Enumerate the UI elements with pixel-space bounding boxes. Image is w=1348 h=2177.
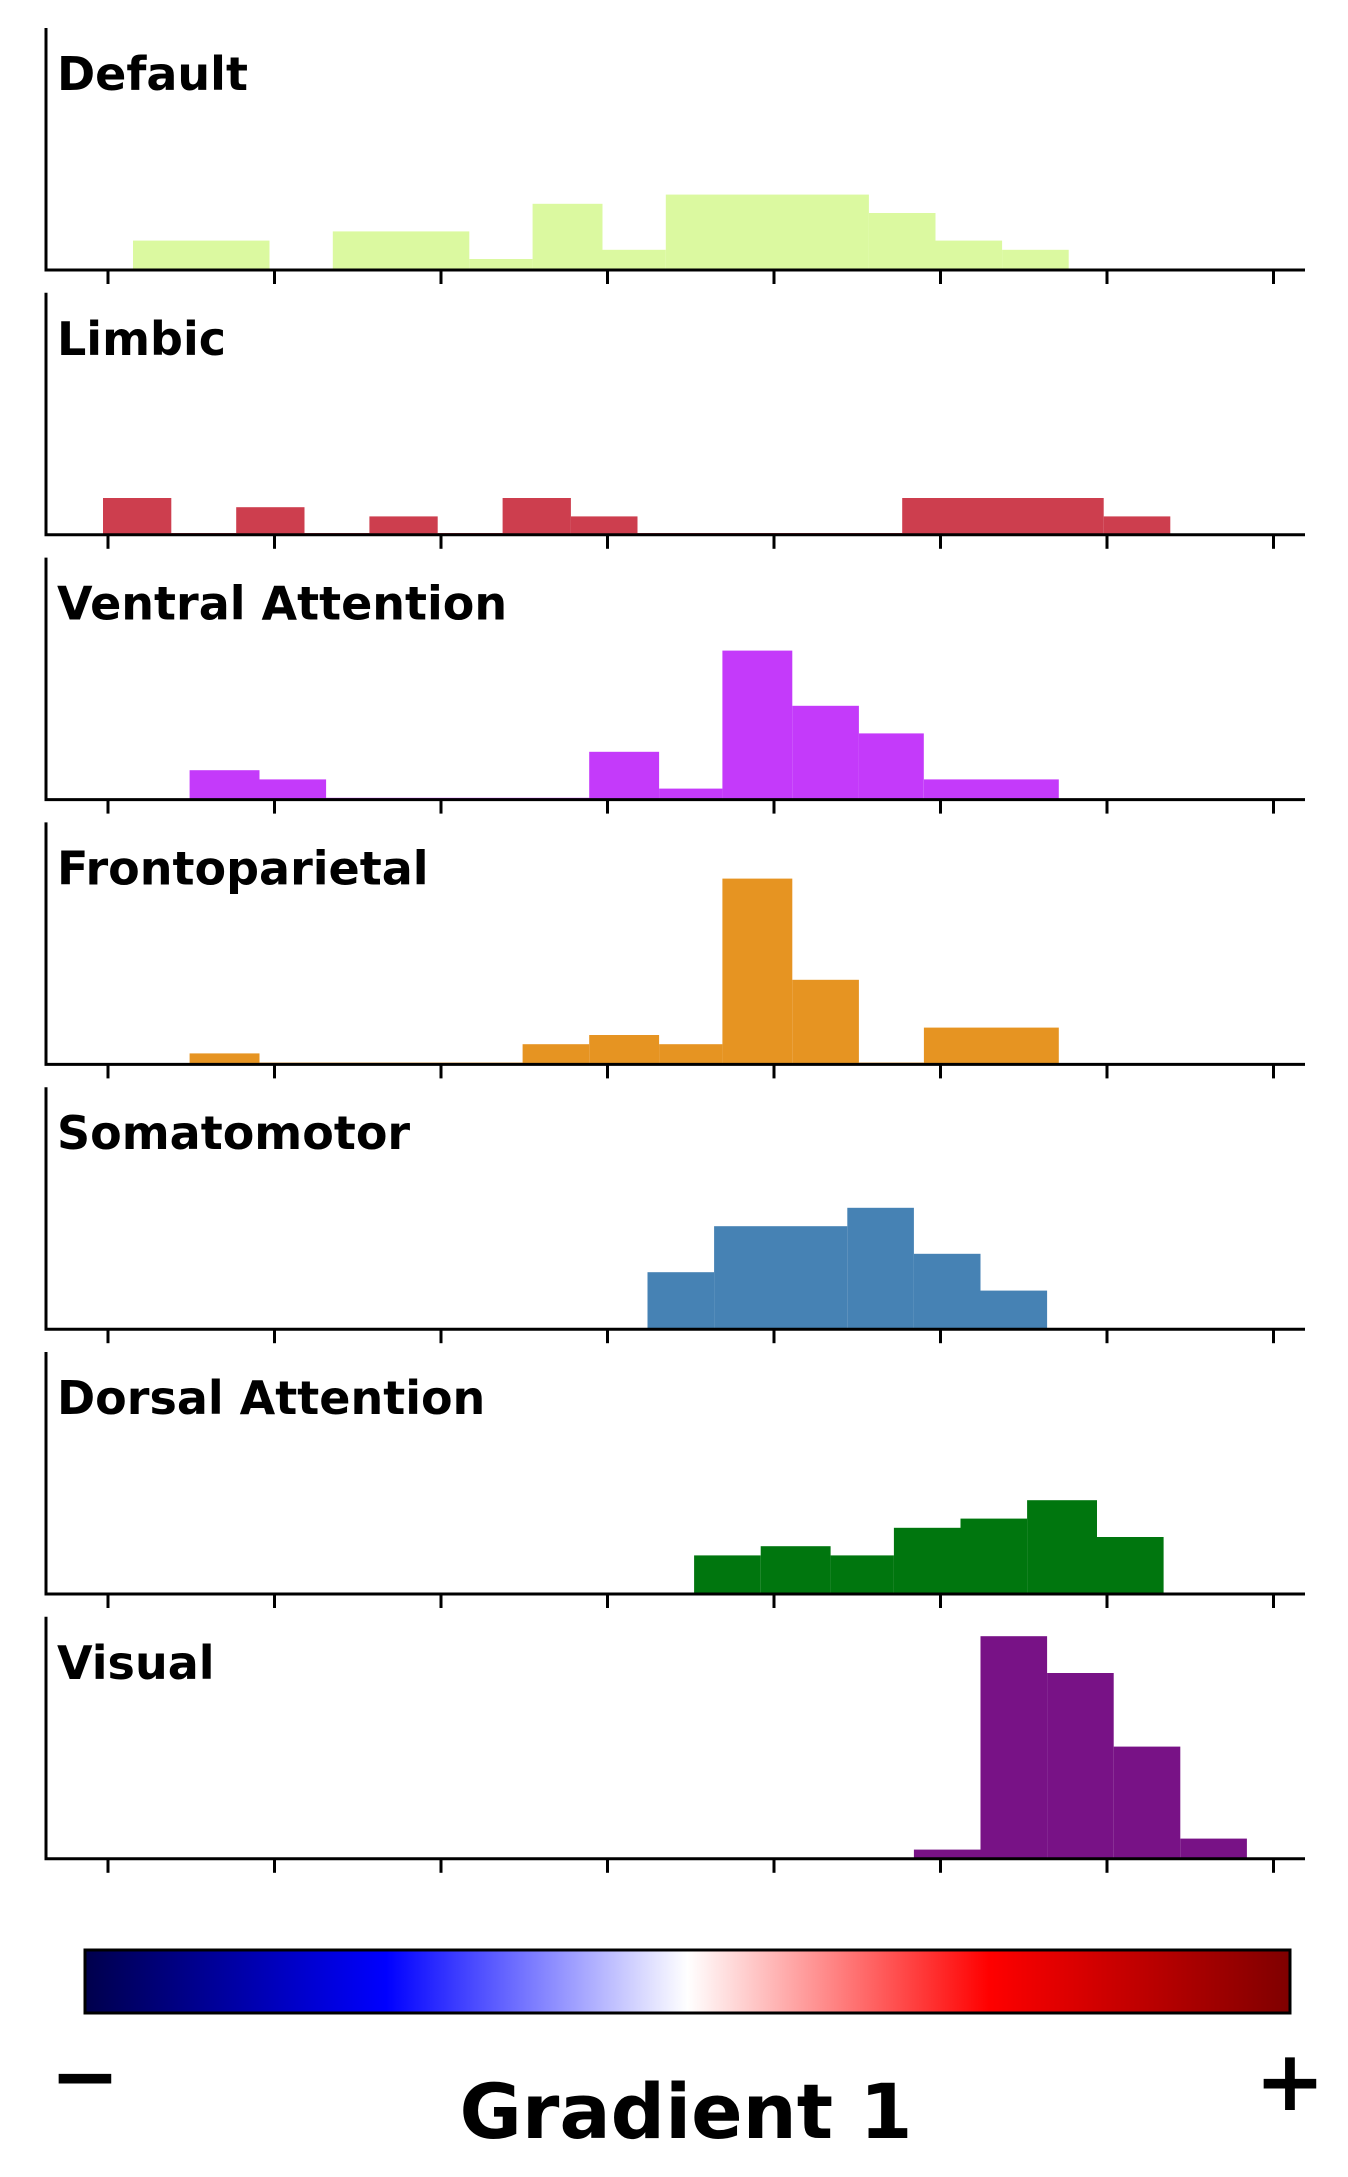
histogram-bar-frontoparietal-6 xyxy=(792,979,859,1065)
panel-visual: Visual xyxy=(44,1616,1305,1873)
histogram-bar-visual-2 xyxy=(1047,1673,1114,1859)
histogram-bar-limbic-6 xyxy=(502,498,571,535)
panel-title-visual: Visual xyxy=(57,1636,215,1690)
histogram-bar-default-2 xyxy=(469,259,533,270)
histogram-bar-visual-4 xyxy=(1180,1838,1247,1859)
histogram-bar-ventral-attention-4 xyxy=(659,788,723,800)
histogram-panels: Default Limbic Ventral Attention Frontopari… xyxy=(44,28,1305,1873)
histogram-bar-ventral-attention-0 xyxy=(189,770,260,800)
histogram-bar-visual-1 xyxy=(980,1636,1048,1859)
panel-title-frontoparietal: Frontoparietal xyxy=(57,841,429,895)
histogram-bar-frontoparietal-8 xyxy=(923,1027,1059,1065)
histogram-bar-ventral-attention-3 xyxy=(589,751,660,800)
histogram-bar-frontoparietal-2 xyxy=(522,1044,590,1065)
histogram-bar-limbic-9 xyxy=(902,498,1104,535)
histogram-bar-dorsal-attention-0 xyxy=(694,1555,761,1594)
axis-spine-default xyxy=(44,28,1305,272)
histogram-bar-limbic-7 xyxy=(570,516,638,535)
histogram-bar-default-8 xyxy=(1002,249,1069,270)
panel-ventral-attention: Ventral Attention xyxy=(44,557,1305,814)
histogram-bar-default-0 xyxy=(133,240,270,270)
histogram-bar-somatomotor-4 xyxy=(980,1290,1048,1330)
histogram-bar-ventral-attention-8 xyxy=(923,779,1059,800)
histogram-bar-somatomotor-1 xyxy=(714,1226,848,1330)
histogram-bar-default-5 xyxy=(665,194,869,270)
panel-somatomotor: Somatomotor xyxy=(44,1087,1305,1344)
histogram-bar-default-3 xyxy=(532,203,603,270)
histogram-bar-dorsal-attention-1 xyxy=(760,1546,831,1594)
histogram-bar-dorsal-attention-5 xyxy=(1027,1500,1097,1594)
histogram-bar-default-1 xyxy=(332,231,470,270)
histogram-bar-ventral-attention-1 xyxy=(259,779,327,800)
histogram-bar-dorsal-attention-2 xyxy=(830,1555,894,1594)
histogram-bar-frontoparietal-3 xyxy=(589,1035,660,1065)
histogram-bar-somatomotor-3 xyxy=(913,1253,981,1330)
histogram-bar-default-7 xyxy=(935,240,1003,270)
axis-spine-dorsal-attention xyxy=(44,1352,1305,1596)
panel-title-somatomotor: Somatomotor xyxy=(57,1106,410,1160)
colorbar xyxy=(83,1948,1292,2015)
histogram-bar-ventral-attention-5 xyxy=(722,650,793,800)
colorbar-max-label: + xyxy=(1255,2032,1325,2130)
histogram-bar-somatomotor-2 xyxy=(847,1207,914,1330)
panel-dorsal-attention: Dorsal Attention xyxy=(44,1352,1305,1608)
panel-title-limbic: Limbic xyxy=(57,312,226,366)
x-axis-label: Gradient 1 xyxy=(460,2067,913,2156)
histogram-bar-somatomotor-0 xyxy=(647,1272,715,1330)
histogram-bar-default-6 xyxy=(868,213,936,270)
axis-spine-limbic xyxy=(44,292,1305,537)
histogram-bar-limbic-2 xyxy=(236,507,305,535)
panel-default: Default xyxy=(44,28,1305,284)
panel-title-ventral-attention: Ventral Attention xyxy=(57,577,507,631)
histogram-bar-frontoparietal-5 xyxy=(722,878,793,1065)
colorbar-min-label: − xyxy=(50,2027,120,2125)
histogram-bar-limbic-4 xyxy=(369,516,438,535)
axis-spine-visual xyxy=(44,1616,1305,1861)
panel-title-default: Default xyxy=(57,47,248,101)
histogram-bar-dorsal-attention-4 xyxy=(960,1518,1028,1594)
panel-title-dorsal-attention: Dorsal Attention xyxy=(57,1371,485,1425)
axis-spine-ventral-attention xyxy=(44,557,1305,802)
axis-spine-frontoparietal xyxy=(44,822,1305,1066)
histogram-bar-visual-3 xyxy=(1113,1746,1181,1859)
histogram-bar-limbic-10 xyxy=(1103,516,1171,535)
axis-spine-somatomotor xyxy=(44,1087,1305,1331)
histogram-bar-dorsal-attention-3 xyxy=(893,1527,961,1594)
histogram-bar-dorsal-attention-6 xyxy=(1097,1537,1164,1594)
histogram-bar-visual-0 xyxy=(913,1849,981,1859)
panel-frontoparietal: Frontoparietal xyxy=(44,822,1305,1079)
histogram-bar-ventral-attention-7 xyxy=(858,733,924,800)
panel-limbic: Limbic xyxy=(44,292,1305,549)
histogram-bar-default-4 xyxy=(602,249,666,270)
histogram-bar-frontoparietal-4 xyxy=(659,1044,723,1065)
histogram-bar-limbic-0 xyxy=(103,498,172,535)
histogram-bar-ventral-attention-6 xyxy=(792,705,859,800)
histogram-bar-frontoparietal-0 xyxy=(189,1053,260,1065)
